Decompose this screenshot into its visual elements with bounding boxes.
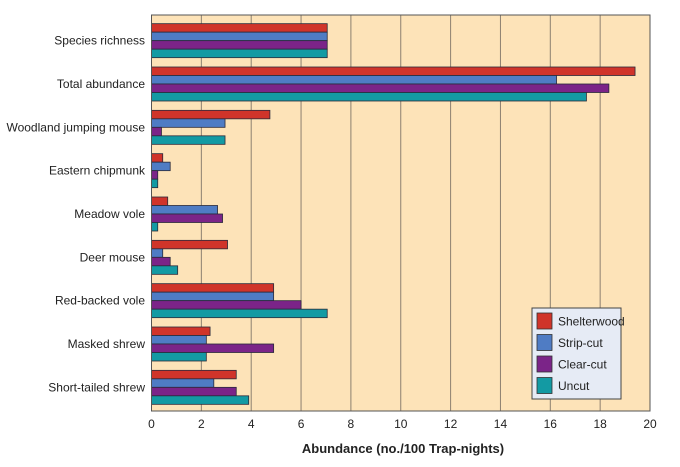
bar-shelterwood: [151, 326, 211, 336]
legend-label: Uncut: [558, 379, 590, 393]
bar-strip-cut: [151, 335, 207, 345]
x-tick-label: 0: [148, 417, 155, 431]
bar-uncut: [151, 352, 207, 362]
category-labels: Species richness Total abundance Woodland …: [6, 34, 146, 395]
category-label: Deer mouse: [80, 250, 146, 264]
legend-label: Shelterwood: [558, 315, 625, 329]
x-tick-label: 18: [593, 417, 607, 431]
legend-label: Clear-cut: [558, 358, 607, 372]
bar-clear-cut: [151, 213, 223, 223]
x-tick-label: 6: [298, 417, 305, 431]
bar-strip-cut: [151, 378, 215, 388]
bar-uncut: [151, 395, 250, 405]
legend-swatch: [536, 334, 553, 351]
legend-label: Strip-cut: [558, 336, 603, 350]
bar-strip-cut: [151, 75, 557, 85]
x-tick-label: 8: [348, 417, 355, 431]
legend-swatch: [536, 377, 553, 394]
category-label: Eastern chipmunk: [49, 164, 146, 178]
bar-uncut: [151, 48, 328, 59]
bar-shelterwood: [151, 239, 228, 250]
bar-strip-cut: [151, 118, 226, 128]
x-tick-label: 4: [248, 417, 255, 431]
bar-clear-cut: [151, 300, 302, 310]
x-tick-label: 12: [444, 417, 458, 431]
x-tick-label: 16: [544, 417, 558, 431]
x-tick-label: 10: [394, 417, 408, 431]
category-label: Species richness: [54, 34, 145, 48]
x-tick-labels: 0 2 4 6 8 10 12 14 16 18 20: [148, 417, 657, 431]
bar-clear-cut: [151, 40, 328, 50]
category-label: Red-backed vole: [55, 294, 145, 308]
bar-shelterwood: [151, 196, 169, 206]
bar-clear-cut: [151, 83, 610, 93]
bar-strip-cut: [151, 248, 164, 258]
bar-strip-cut: [151, 291, 275, 302]
category-label: Woodland jumping mouse: [6, 120, 145, 134]
plot-border: [151, 14, 651, 412]
category-label: Total abundance: [57, 77, 145, 91]
bar-shelterwood: [151, 283, 275, 293]
bar-strip-cut: [151, 205, 218, 215]
bar-strip-cut: [151, 161, 171, 172]
bar-uncut: [151, 222, 159, 232]
x-axis-label: Abundance (no./100 Trap-nights): [302, 441, 504, 456]
bar-shelterwood: [151, 109, 271, 120]
legend: Shelterwood Strip-cut Clear-cut Uncut: [531, 307, 625, 400]
legend-swatch: [536, 355, 553, 373]
bar-uncut: [151, 265, 179, 275]
category-label: Meadow vole: [74, 207, 145, 221]
bar-shelterwood: [151, 66, 636, 76]
bar-uncut: [151, 92, 587, 102]
bar-shelterwood: [151, 23, 328, 33]
category-label: Masked shrew: [68, 337, 146, 351]
bar-uncut: [151, 135, 226, 145]
legend-swatch: [536, 312, 553, 330]
bar-clear-cut: [151, 126, 162, 137]
bar-clear-cut: [151, 170, 159, 180]
bar-strip-cut: [151, 31, 328, 42]
x-tick-label: 14: [494, 417, 508, 431]
category-label: Short-tailed shrew: [48, 380, 145, 394]
bar-uncut: [151, 308, 328, 319]
x-tick-label: 20: [643, 417, 657, 431]
x-tick-label: 2: [198, 417, 205, 431]
bar-clear-cut: [151, 256, 171, 267]
bar-clear-cut: [151, 343, 275, 353]
bar-shelterwood: [151, 369, 237, 380]
bar-clear-cut: [151, 386, 237, 397]
bar-uncut: [151, 178, 159, 189]
bar-shelterwood: [151, 153, 164, 163]
